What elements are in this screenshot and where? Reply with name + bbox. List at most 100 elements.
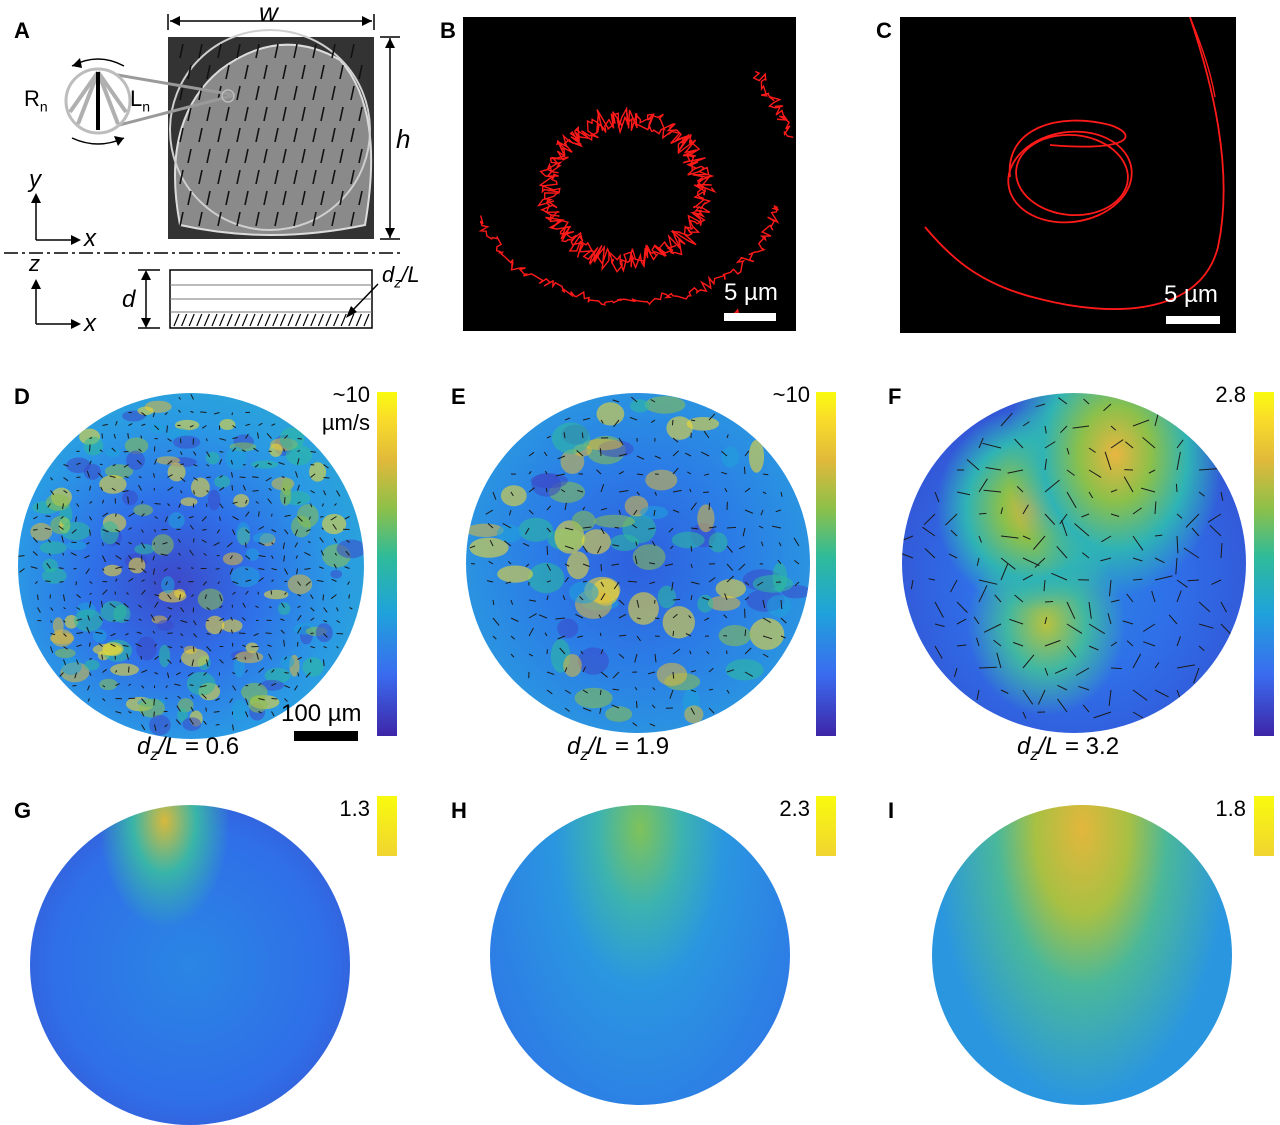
velocity-arrow	[613, 400, 619, 402]
velocity-arrow	[129, 712, 132, 714]
velocity-arrow	[1111, 642, 1117, 646]
velocity-arrow	[319, 567, 323, 569]
velocity-arrow	[1188, 580, 1199, 581]
velocity-arrow	[511, 636, 515, 639]
velocity-arrow	[1155, 414, 1158, 426]
velocity-arrow	[242, 645, 245, 646]
velocity-arrow	[1082, 553, 1089, 558]
velocity-arrow	[311, 660, 312, 663]
velocity-arrow	[493, 618, 499, 625]
velocity-patch	[697, 595, 713, 613]
velocity-arrow	[239, 633, 246, 634]
velocity-arrow	[1057, 546, 1067, 558]
velocity-arrow	[38, 608, 41, 613]
velocity-arrow	[1199, 492, 1205, 496]
colorbar-max-h: 2.3	[740, 796, 810, 822]
velocity-arrow	[601, 508, 607, 510]
velocity-arrow	[759, 526, 763, 528]
velocity-arrow	[635, 687, 637, 690]
velocity-arrow	[1055, 668, 1067, 673]
velocity-arrow	[1133, 508, 1142, 514]
velocity-arrow	[142, 501, 144, 504]
velocity-arrow	[190, 550, 194, 556]
velocity-arrow	[153, 631, 154, 634]
velocity-arrow	[116, 712, 122, 714]
velocity-arrow	[957, 602, 967, 613]
velocity-arrow	[1015, 595, 1023, 602]
velocity-patch	[53, 617, 64, 634]
velocity-patch	[709, 532, 728, 552]
velocity-arrow	[690, 651, 691, 654]
velocity-arrow	[246, 424, 251, 425]
velocity-arrow	[155, 656, 159, 659]
velocity-patch	[749, 440, 764, 473]
velocity-arrow	[38, 595, 39, 601]
velocity-arrow	[18, 556, 24, 557]
velocity-arrow	[246, 512, 250, 517]
panel-f-label: F	[888, 384, 901, 410]
velocity-arrow	[154, 699, 155, 706]
velocity-arrow	[727, 546, 733, 553]
velocity-arrow	[1023, 422, 1029, 426]
velocity-arrow	[1177, 665, 1195, 668]
caption-e: dz/L = 1.9	[498, 733, 738, 765]
velocity-patch	[663, 606, 695, 638]
velocity-arrow	[1045, 668, 1048, 676]
velocity-patch	[645, 470, 677, 491]
velocity-arrow	[1045, 480, 1060, 492]
velocity-arrow	[709, 503, 710, 510]
velocity-arrow	[256, 501, 259, 503]
velocity-patch	[206, 616, 225, 634]
velocity-arrow	[230, 699, 233, 703]
velocity-arrow	[727, 527, 736, 528]
velocity-arrow	[77, 595, 81, 598]
velocity-arrow	[672, 420, 673, 425]
velocity-arrow	[619, 471, 624, 474]
velocity-arrow	[707, 651, 710, 654]
velocity-arrow	[255, 606, 258, 607]
velocity-patch	[236, 522, 250, 544]
velocity-patch	[129, 558, 146, 574]
velocity-arrow	[337, 608, 339, 612]
velocity-patch	[630, 399, 649, 412]
velocity-arrow	[1045, 426, 1046, 434]
velocity-arrow	[103, 543, 104, 546]
velocity-arrow	[509, 510, 511, 515]
velocity-arrow	[739, 564, 745, 570]
velocity-arrow	[232, 472, 233, 477]
velocity-patch	[633, 544, 666, 570]
dz-over-l-label: dz/L	[382, 262, 420, 290]
velocity-arrow	[745, 510, 753, 513]
velocity-arrow	[322, 504, 323, 507]
velocity-arrow	[20, 569, 25, 573]
velocity-arrow	[308, 542, 311, 543]
velocity-arrow	[164, 569, 168, 572]
panel-d-label: D	[14, 384, 30, 410]
velocity-arrow	[506, 582, 511, 583]
panel-e-label: E	[451, 384, 466, 410]
velocity-arrow	[670, 690, 673, 699]
velocity-arrow	[1194, 668, 1199, 683]
velocity-arrow	[304, 552, 310, 555]
velocity-arrow	[655, 618, 659, 619]
velocity-arrow	[102, 654, 103, 659]
velocity-arrow	[529, 510, 533, 514]
velocity-arrow	[709, 708, 714, 713]
velocity-arrow	[155, 530, 156, 532]
velocity-arrow	[178, 696, 181, 698]
velocity-arrow	[233, 517, 239, 520]
velocity-arrow	[583, 708, 591, 711]
velocity-arrow	[1177, 452, 1180, 470]
inner-ring-trace	[539, 112, 712, 271]
velocity-arrow	[1044, 580, 1045, 591]
velocity-arrow	[72, 686, 76, 687]
scale-label-b: 5 µm	[724, 279, 778, 307]
velocity-patch	[716, 579, 746, 598]
velocity-arrow	[1221, 624, 1233, 637]
field-e-svg	[466, 393, 810, 733]
velocity-arrow	[90, 582, 93, 584]
velocity-arrow	[691, 671, 696, 672]
z-axis-label: z	[29, 251, 40, 277]
panel-h-label: H	[451, 798, 467, 824]
velocity-arrow	[220, 439, 227, 441]
